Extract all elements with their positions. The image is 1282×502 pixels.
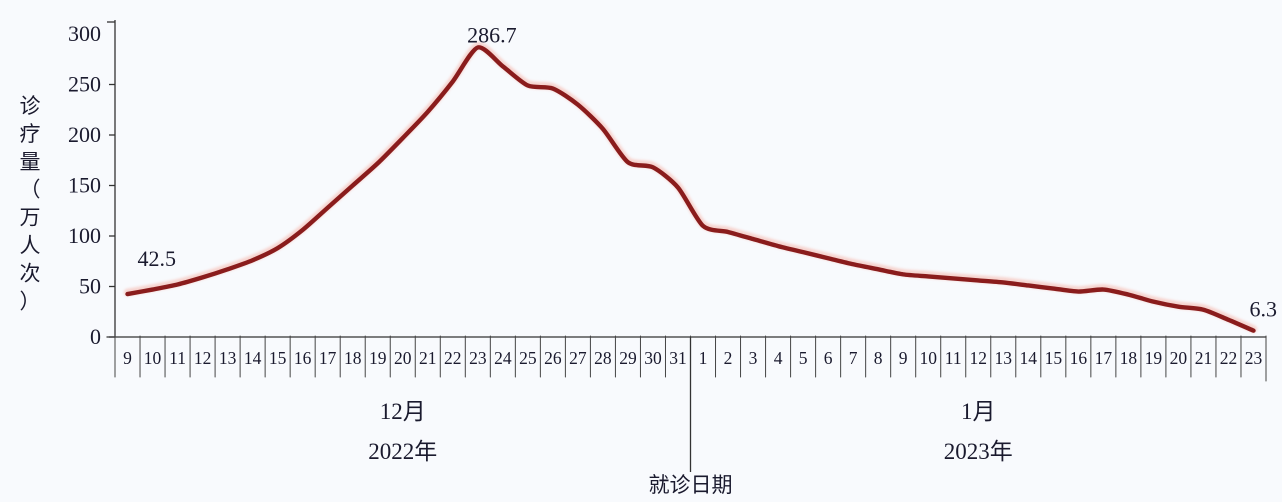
svg-text:26: 26 (544, 348, 562, 368)
svg-text:10: 10 (144, 348, 162, 368)
svg-text:24: 24 (494, 348, 512, 368)
svg-text:万: 万 (20, 207, 41, 230)
svg-text:50: 50 (79, 274, 101, 299)
svg-text:2022年: 2022年 (368, 438, 437, 464)
svg-text:就诊日期: 就诊日期 (649, 474, 733, 497)
svg-text:6: 6 (824, 348, 833, 368)
svg-text:人: 人 (20, 235, 41, 258)
svg-text:20: 20 (394, 348, 412, 368)
svg-text:1月: 1月 (961, 398, 996, 424)
svg-text:次: 次 (20, 262, 41, 285)
svg-text:12月: 12月 (380, 398, 426, 424)
svg-text:18: 18 (1120, 348, 1138, 368)
svg-text:23: 23 (469, 348, 487, 368)
svg-text:2023年: 2023年 (944, 438, 1013, 464)
svg-text:19: 19 (369, 348, 387, 368)
svg-text:150: 150 (68, 173, 101, 198)
svg-text:22: 22 (444, 348, 462, 368)
svg-text:7: 7 (849, 348, 858, 368)
svg-text:疗: 疗 (20, 123, 41, 146)
svg-text:28: 28 (594, 348, 612, 368)
svg-text:286.7: 286.7 (467, 22, 517, 47)
svg-text:16: 16 (294, 348, 312, 368)
svg-text:15: 15 (269, 348, 287, 368)
svg-text:量: 量 (20, 151, 41, 174)
svg-text:8: 8 (874, 348, 883, 368)
svg-text:19: 19 (1145, 348, 1163, 368)
svg-text:3: 3 (749, 348, 758, 368)
svg-text:29: 29 (619, 348, 637, 368)
svg-text:21: 21 (419, 348, 437, 368)
svg-text:9: 9 (123, 348, 132, 368)
svg-text:12: 12 (194, 348, 212, 368)
svg-text:11: 11 (945, 348, 962, 368)
svg-text:300: 300 (68, 21, 101, 46)
svg-text:（: （ (20, 179, 41, 202)
svg-text:诊: 诊 (20, 95, 41, 118)
svg-text:2: 2 (724, 348, 733, 368)
svg-text:13: 13 (995, 348, 1013, 368)
svg-text:250: 250 (68, 72, 101, 97)
svg-text:0: 0 (90, 324, 101, 349)
svg-text:9: 9 (899, 348, 908, 368)
svg-text:20: 20 (1170, 348, 1188, 368)
svg-text:11: 11 (169, 348, 186, 368)
svg-text:）: ） (20, 290, 41, 313)
svg-text:100: 100 (68, 223, 101, 248)
svg-text:42.5: 42.5 (138, 246, 177, 271)
svg-text:1: 1 (699, 348, 708, 368)
svg-text:30: 30 (644, 348, 662, 368)
svg-text:200: 200 (68, 122, 101, 147)
svg-text:10: 10 (919, 348, 937, 368)
svg-text:21: 21 (1195, 348, 1213, 368)
svg-text:18: 18 (344, 348, 362, 368)
svg-text:25: 25 (519, 348, 537, 368)
svg-text:23: 23 (1245, 348, 1263, 368)
svg-text:22: 22 (1220, 348, 1238, 368)
svg-text:4: 4 (774, 348, 783, 368)
svg-text:17: 17 (319, 348, 337, 368)
svg-text:12: 12 (970, 348, 988, 368)
svg-text:31: 31 (669, 348, 687, 368)
svg-text:27: 27 (569, 348, 587, 368)
svg-text:15: 15 (1045, 348, 1063, 368)
svg-text:13: 13 (219, 348, 237, 368)
svg-text:14: 14 (1020, 348, 1038, 368)
svg-text:17: 17 (1095, 348, 1113, 368)
svg-text:16: 16 (1070, 348, 1088, 368)
svg-text:14: 14 (244, 348, 262, 368)
svg-text:5: 5 (799, 348, 808, 368)
svg-text:6.3: 6.3 (1249, 297, 1277, 322)
